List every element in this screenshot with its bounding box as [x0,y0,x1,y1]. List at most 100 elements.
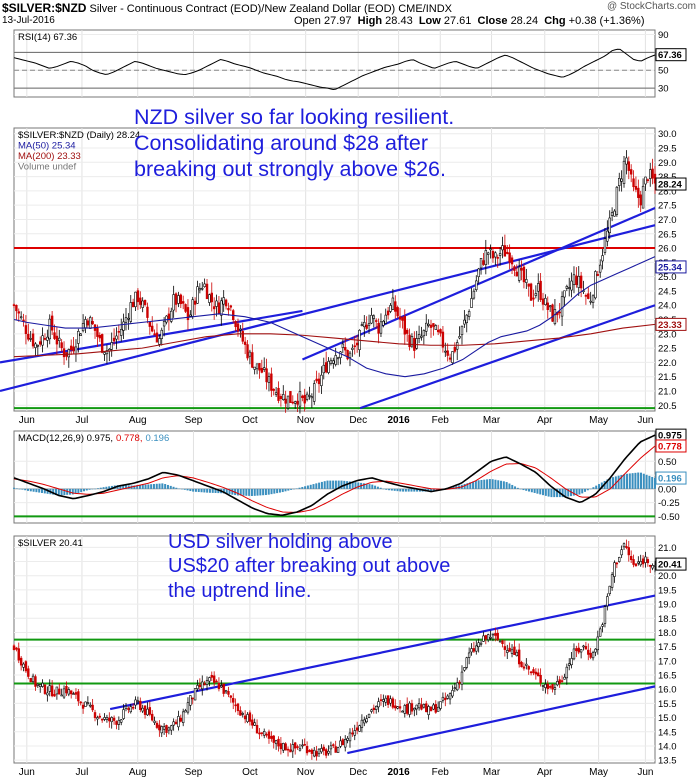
macd-line [13,434,656,517]
candle-body [553,309,557,325]
candle-body [491,633,495,636]
candle-body [565,285,569,289]
y-tick-label: -0.25 [658,498,680,509]
candle-body [236,703,240,712]
candle-body [217,302,221,315]
macd-histogram-bar [262,488,265,496]
candle-body [417,703,421,709]
candle-body [351,732,354,735]
candle-body [263,731,266,736]
candle-body [363,322,366,328]
macd-histogram-bar [309,484,312,489]
candle-body [610,574,614,588]
macd-histogram-bar [26,488,29,491]
macd-histogram-bar [52,488,55,495]
candle-body [332,360,335,364]
last-value-tag [655,317,687,331]
macd-histogram-bar [547,488,550,497]
candle-body [151,713,154,721]
candle-body [649,169,652,179]
macd-histogram-bar [298,487,301,489]
candle-body [301,744,304,747]
candle-body [587,293,590,299]
candle-body [494,252,497,258]
nzd-trendline [359,304,656,410]
candle-body [50,685,54,697]
candle-body [436,329,440,333]
candle-body [548,686,552,688]
candle-body [379,321,383,334]
candle-body [372,707,376,711]
macd-histogram-bar [318,482,321,489]
candle-body [246,714,249,723]
last-value-tag [655,557,687,571]
macd-histogram-bar [402,488,405,492]
macd-histogram-bar [108,486,111,489]
macd-histogram-bar [556,488,559,498]
candle-body [136,700,140,703]
nzd-annotation-line-3: breaking out strongly above $26. [134,157,446,182]
y-tick-label: 0.00 [658,484,677,495]
macd-histogram-bar [390,488,393,491]
candle-body [382,699,385,702]
nzd-legend-entry: MA(50) 25.34 [18,141,76,152]
candle-body [456,342,459,350]
macd-histogram-bar [127,485,130,489]
candle-body [534,293,538,296]
candle-body [544,684,547,688]
candle-body [420,704,423,710]
macd-histogram-bar [250,488,253,496]
candle-body [479,642,483,645]
candle-body [277,738,280,747]
candle-body [196,685,199,689]
candle-body [110,342,113,350]
candle-body [253,722,256,726]
candle-body [429,324,433,328]
candle-body [212,306,216,310]
macd-histogram-bar [287,488,290,491]
candle-body [267,376,271,383]
macd-histogram-bar [612,477,615,489]
candle-body [277,387,280,401]
candle-body [558,679,561,684]
macd-histogram-bar [357,482,360,489]
candle-body [60,342,63,349]
last-value-tag [655,260,687,274]
macd-histogram-bar [225,488,228,494]
candle-body [172,721,175,726]
candle-body [31,675,35,683]
candle-body [460,671,464,685]
candle-body [315,751,318,757]
candle-body [448,693,452,700]
x-tick-label: Feb [432,767,450,778]
macd-histogram-bar [276,488,279,494]
candle-body [39,684,42,688]
macd-histogram-bar [242,488,245,496]
last-value-tag [655,439,687,453]
candle-body [382,320,385,326]
y-tick-label: 20.0 [658,571,677,582]
candle-body [436,706,440,712]
y-tick-label: 18.5 [658,614,677,625]
macd-histogram-bar [150,484,153,489]
candle-body [563,290,566,298]
candle-body [420,335,423,338]
candle-body [162,726,166,730]
panel-frame-macd [13,430,656,524]
candle-body [577,276,580,288]
macd-histogram-bar [511,484,514,489]
candle-body [274,392,278,395]
candle-body [560,296,564,317]
candle-body [632,559,635,565]
candle-body [482,635,485,642]
candle-body [67,349,71,358]
candle-body [139,297,142,305]
candle-body [96,327,99,337]
candle-body [296,746,299,748]
candle-body [170,310,173,322]
candle-body [310,396,314,399]
chart-symbol-header: $SILVER:$NZD Silver - Continuous Contrac… [2,1,452,15]
candle-body [122,321,125,331]
last-value-label: 0.196 [658,474,682,485]
candle-body [339,740,342,747]
